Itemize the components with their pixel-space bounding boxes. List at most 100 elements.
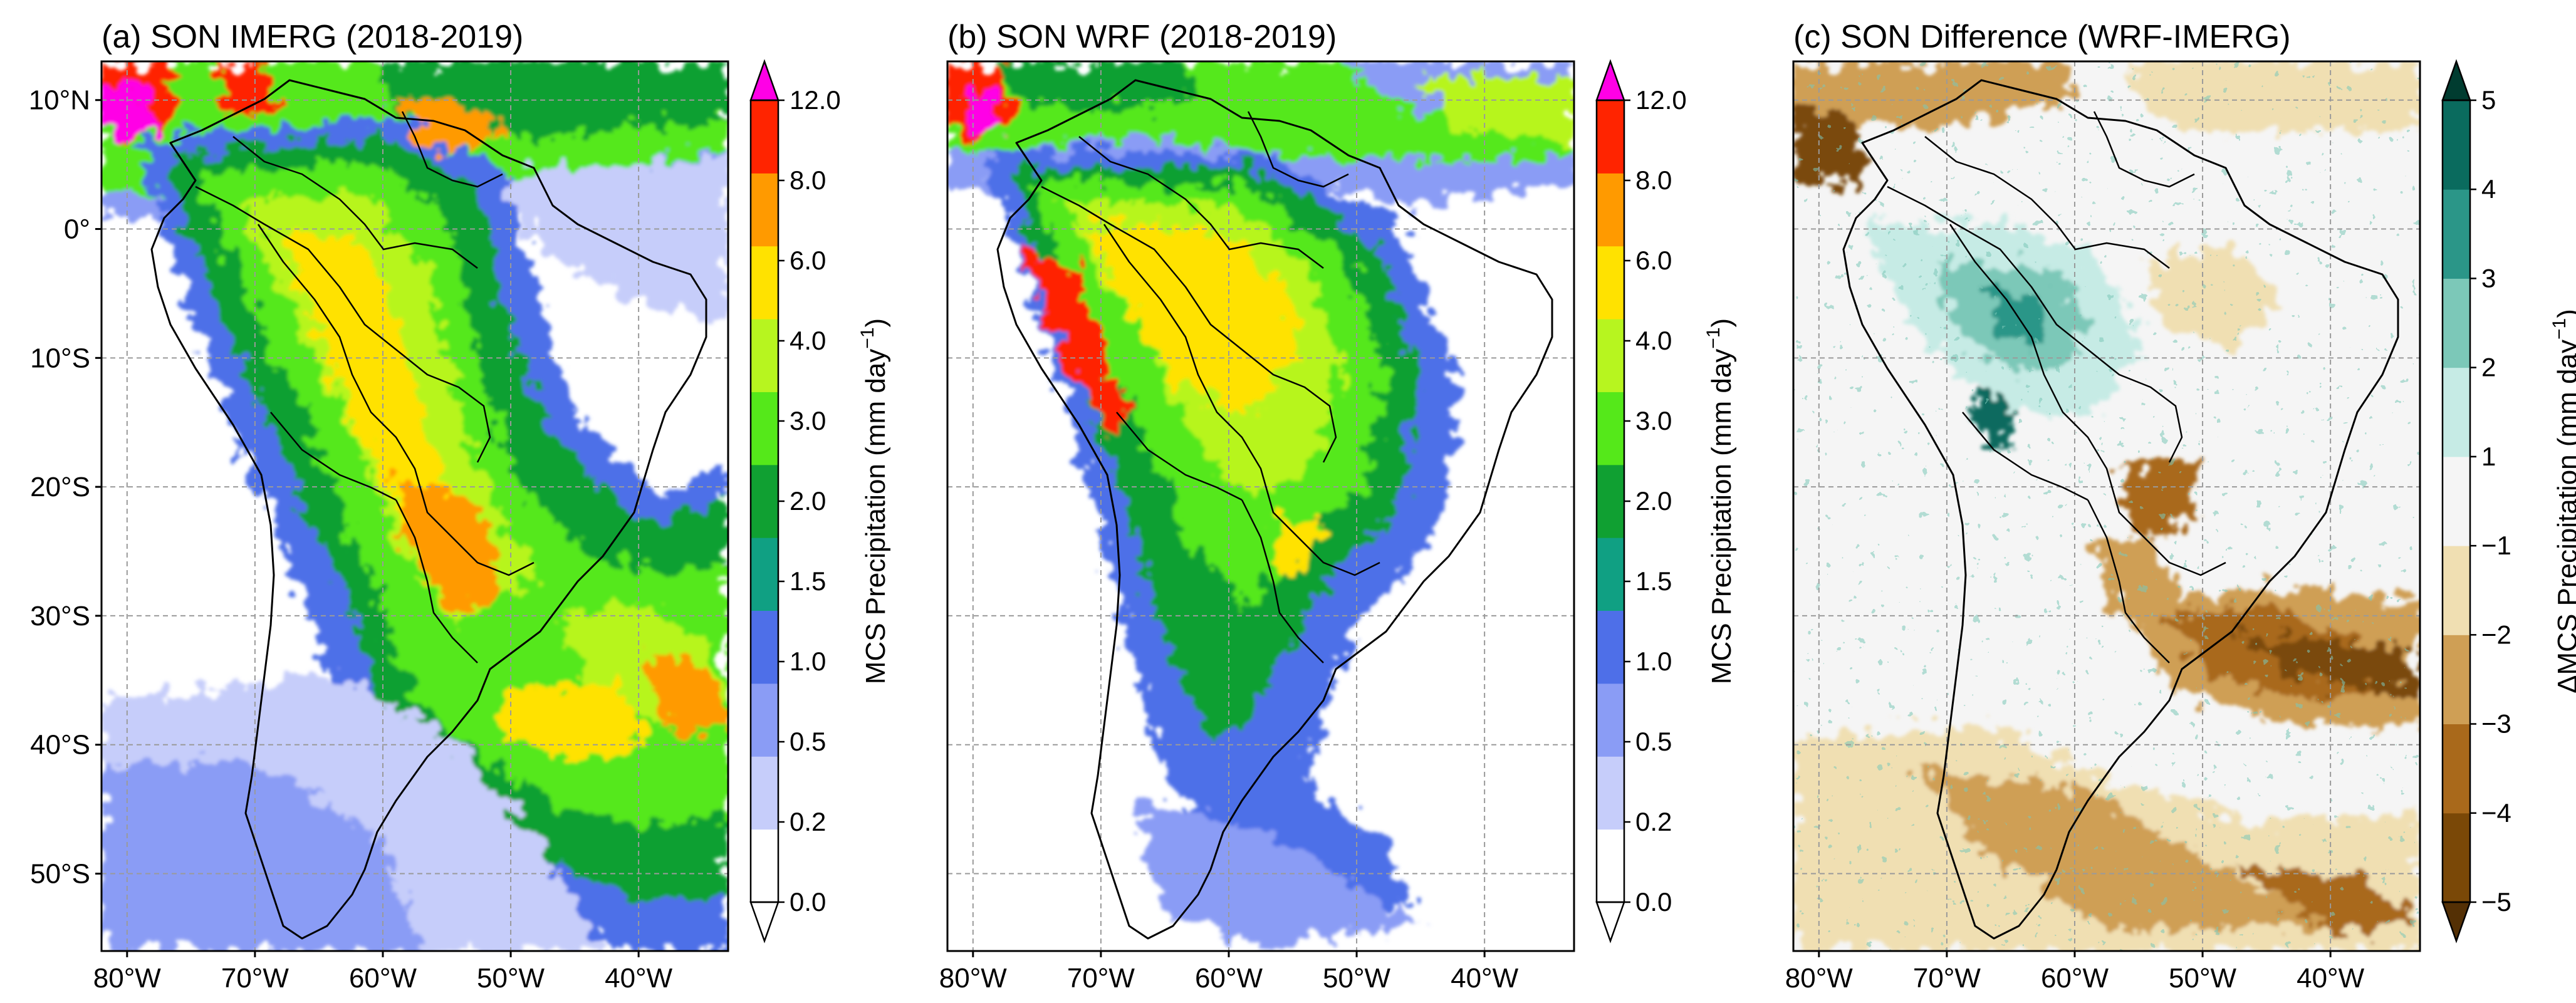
- colorbar-label: 4.0: [1635, 326, 1672, 355]
- lat-tick-label: 0°: [64, 214, 90, 245]
- colorbar-label: 6.0: [1635, 246, 1672, 275]
- lat-tick-label: 10°S: [30, 343, 90, 373]
- colorbar-label: 1.5: [1635, 566, 1672, 596]
- colorbar-bin: [751, 392, 778, 465]
- lat-tick-label: 20°S: [30, 472, 90, 502]
- colorbar-label: 0.2: [1635, 807, 1672, 836]
- colorbar-bin: [2443, 724, 2470, 814]
- colorbar-extend-min: [2441, 901, 2471, 943]
- lon-tick-label: 40°W: [1451, 963, 1519, 994]
- precip-field-b: [947, 61, 1574, 951]
- map-frame-a: [100, 60, 729, 952]
- colorbar-extend-max: [2441, 59, 2471, 101]
- colorbar-bin: [1597, 246, 1624, 320]
- colorbar-bin: [751, 683, 778, 757]
- colorbar-bin: [2443, 456, 2470, 546]
- colorbar-bin: [1597, 756, 1624, 830]
- lon-tick-label: 80°W: [1785, 963, 1854, 994]
- colorbar-bin: [1597, 683, 1624, 757]
- lon-tick-label: 70°W: [1067, 963, 1135, 994]
- colorbar-label: 1.0: [790, 647, 826, 676]
- colorbar-title-b: MCS Precipitation (mm day−1): [1703, 318, 1737, 684]
- colorbar-bin: [751, 538, 778, 611]
- colorbar-bin: [751, 829, 778, 903]
- colorbar-bin: [751, 100, 778, 174]
- lon-tick-label: 50°W: [2169, 963, 2237, 994]
- colorbar-label: 8.0: [790, 165, 826, 195]
- colorbar-label: 1.5: [790, 566, 826, 596]
- lon-tick-label: 70°W: [221, 963, 289, 994]
- lon-tick-label: 60°W: [349, 963, 417, 994]
- colorbar-extend-min: [1595, 901, 1625, 943]
- colorbar-bin: [751, 173, 778, 247]
- colorbar-bin: [2443, 278, 2470, 368]
- lon-tick-label: 80°W: [93, 963, 162, 994]
- colorbar-label: 3.0: [1635, 406, 1672, 435]
- colorbar-label: 3: [2481, 263, 2496, 293]
- colorbar-bin: [1597, 829, 1624, 903]
- lon-tick-label: 50°W: [477, 963, 545, 994]
- colorbar-bin: [751, 756, 778, 830]
- colorbar-label: −2: [2481, 620, 2511, 649]
- precip-field-a: [102, 61, 728, 951]
- lat-tick-label: 40°S: [30, 730, 90, 761]
- colorbar-label: 0.0: [790, 887, 826, 917]
- colorbar-label: 4: [2481, 174, 2496, 204]
- map-c: [1792, 60, 2421, 952]
- colorbar-b: 0.0 0.2 0.5 1.0 1.5 2.0 3.0 4.0 6.0 8.0 12.0 MCS Pr…: [1595, 59, 1737, 943]
- colorbar-label: 2.0: [790, 486, 826, 516]
- colorbar-bin: [1597, 538, 1624, 611]
- colorbar-extend-max: [1595, 59, 1625, 101]
- colorbar-label: 3.0: [790, 406, 826, 435]
- colorbar-label: 0.5: [1635, 727, 1672, 756]
- lon-tick-label: 40°W: [605, 963, 673, 994]
- map-a: [100, 60, 729, 952]
- lon-tick-label: 60°W: [2041, 963, 2109, 994]
- colorbar-label: 12.0: [790, 85, 841, 115]
- map-frame-c: [1792, 60, 2421, 952]
- colorbar-label: 12.0: [1635, 85, 1687, 115]
- panel-title-a: (a) SON IMERG (2018-2019): [102, 19, 523, 55]
- gridlines-b: [947, 61, 1574, 951]
- colorbar-bin: [1597, 610, 1624, 684]
- colorbar-frame: [2441, 99, 2471, 903]
- panel-a: (a) SON IMERG (2018-2019) 80°W 70°W 60°W 50°…: [29, 19, 891, 994]
- colorbar-bin: [2443, 546, 2470, 635]
- colorbar-label: 4.0: [790, 326, 826, 355]
- map-frame-b: [946, 60, 1575, 952]
- colorbar-bin: [2443, 813, 2470, 903]
- colorbar-bin: [2443, 100, 2470, 190]
- colorbar-label: 1.0: [1635, 647, 1672, 676]
- lat-tick-label: 50°S: [30, 859, 90, 890]
- colorbar-bin: [2443, 367, 2470, 457]
- colorbar-bin: [751, 319, 778, 392]
- gridlines-a: [102, 61, 728, 951]
- colorbar-a: 0.0 0.2 0.5 1.0 1.5 2.0 3.0 4.0 6.0 8.0 12.0 MCS Pr…: [749, 59, 891, 943]
- colorbar-label: −1: [2481, 531, 2511, 560]
- panel-title-c: (c) SON Difference (WRF-IMERG): [1793, 19, 2291, 55]
- panel-c: (c) SON Difference (WRF-IMERG) 80°W 70°W 60…: [1785, 19, 2576, 994]
- lat-tick-label: 10°N: [29, 85, 90, 116]
- colorbar-c: −5 −4 −3 −2 −1 1 2 3 4 5 ΔMCS Precipitation (mm da…: [2441, 59, 2576, 943]
- colorbar-bin: [1597, 392, 1624, 465]
- precip-field-c: [1793, 61, 2420, 951]
- colorbar-label: 2: [2481, 353, 2496, 382]
- colorbar-bin: [751, 610, 778, 684]
- colorbar-extend-max: [749, 59, 780, 101]
- colorbar-title-a: MCS Precipitation (mm day−1): [857, 318, 891, 684]
- colorbar-extend-min: [749, 901, 780, 943]
- colorbar-bin: [751, 246, 778, 320]
- lat-tick-label: 30°S: [30, 601, 90, 631]
- colorbar-bin: [1597, 464, 1624, 538]
- colorbar-bin: [1597, 173, 1624, 247]
- colorbar-title-c: ΔMCS Precipitation (mm day−1): [2549, 309, 2576, 694]
- colorbar-bin: [1597, 319, 1624, 392]
- colorbar-label: 2.0: [1635, 486, 1672, 516]
- lon-tick-label: 50°W: [1323, 963, 1391, 994]
- colorbar-label: 0.2: [790, 807, 826, 836]
- colorbar-label: 8.0: [1635, 165, 1672, 195]
- colorbar-bin: [1597, 100, 1624, 174]
- colorbar-bin: [2443, 635, 2470, 725]
- lon-tick-label: 70°W: [1913, 963, 1981, 994]
